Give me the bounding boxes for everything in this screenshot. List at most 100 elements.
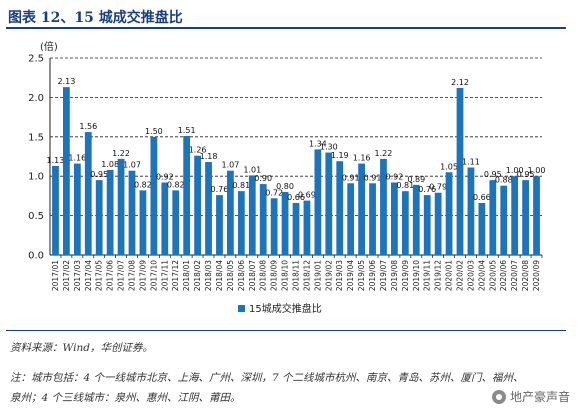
x-tick-label: 2020/05 <box>488 260 497 291</box>
data-label: 1.00 <box>528 166 546 175</box>
x-tick-label: 2017/08 <box>128 260 137 291</box>
x-tick-label: 2018/11 <box>292 260 301 291</box>
bar <box>128 170 136 255</box>
bar <box>336 161 344 255</box>
data-label: 1.16 <box>353 154 371 163</box>
data-label: 1.22 <box>112 149 130 158</box>
source-divider <box>6 330 566 331</box>
legend-swatch <box>238 305 245 312</box>
bar <box>281 191 289 255</box>
data-label: 0.89 <box>407 175 425 184</box>
x-tick-label: 2017/12 <box>171 260 180 291</box>
bar-chart: (倍) 0.0 0.5 1.0 1.5 2.0 2.5 1.13 2017/01 2.13 2017… <box>28 40 546 315</box>
bar <box>423 195 431 255</box>
bar <box>401 191 409 255</box>
x-tick-label: 2020/03 <box>466 260 475 291</box>
bar <box>237 191 245 255</box>
data-label: 1.56 <box>79 122 97 131</box>
bar <box>172 190 180 255</box>
x-tick-label: 2017/09 <box>138 260 147 291</box>
x-tick-label: 2019/02 <box>324 260 333 291</box>
x-tick-label: 2018/01 <box>182 260 191 291</box>
bar <box>292 202 300 255</box>
watermark: 地产豪声音 <box>491 388 570 405</box>
data-label: 1.26 <box>189 146 207 155</box>
data-label: 0.72 <box>265 188 283 197</box>
x-tick-label: 2017/05 <box>95 260 104 291</box>
bar <box>347 183 355 255</box>
bar <box>161 182 169 255</box>
x-tick-label: 2019/09 <box>401 260 410 291</box>
data-label: 1.08 <box>101 160 119 169</box>
source-text: 资料来源：Wind，华创证券。 <box>10 342 153 354</box>
data-label: 0.95 <box>484 170 502 179</box>
bar <box>194 155 201 255</box>
data-label: 1.13 <box>47 156 65 165</box>
title-bar: 图表 12、15 城成交推盘比 <box>6 4 572 28</box>
page-title: 图表 12、15 城成交推盘比 <box>8 10 183 26</box>
data-label: 0.91 <box>364 173 382 182</box>
bar <box>73 163 81 255</box>
data-label: 0.80 <box>276 182 294 191</box>
data-label: 0.66 <box>287 193 305 202</box>
x-tick-label: 2020/09 <box>532 260 541 291</box>
y-tick-label: 2.5 <box>28 54 44 65</box>
x-tick-label: 2017/04 <box>84 260 93 291</box>
bar <box>63 87 70 255</box>
bar <box>511 176 519 255</box>
x-tick-label: 2018/06 <box>237 260 246 291</box>
bar <box>478 202 486 255</box>
data-label: 1.01 <box>243 165 261 174</box>
y-tick-label: 1.5 <box>28 132 44 143</box>
chart-container: (倍) 0.0 0.5 1.0 1.5 2.0 2.5 1.13 2017/01 2.13 2017… <box>0 30 578 330</box>
x-tick-label: 2019/05 <box>357 260 366 291</box>
x-tick-label: 2017/06 <box>106 260 115 291</box>
data-label: 0.76 <box>418 185 436 194</box>
watermark-text: 地产豪声音 <box>509 390 570 404</box>
x-tick-label: 2019/04 <box>346 260 355 291</box>
y-axis-label: (倍) <box>40 40 58 53</box>
data-label: 2.12 <box>451 78 469 87</box>
x-tick-label: 2020/08 <box>521 260 530 291</box>
x-tick-label: 2020/04 <box>477 260 486 291</box>
x-tick-label: 2020/01 <box>445 260 454 291</box>
data-label: 0.79 <box>429 183 447 192</box>
x-tick-label: 2019/11 <box>423 260 432 291</box>
note-line-2: 泉州；4 个三线城市：泉州、惠州、江阴、莆田。 <box>10 392 241 404</box>
bar <box>84 132 92 255</box>
x-tick-label: 2019/06 <box>368 260 377 291</box>
data-label: 0.92 <box>385 173 403 182</box>
x-tick-label: 2017/03 <box>73 260 82 291</box>
bar <box>533 176 540 255</box>
x-tick-label: 2017/01 <box>51 260 60 291</box>
bar <box>500 185 508 255</box>
bar <box>139 190 147 255</box>
bar <box>325 152 333 255</box>
data-label: 1.51 <box>178 126 196 135</box>
bar <box>522 180 529 255</box>
x-tick-label: 2017/11 <box>160 260 169 291</box>
x-tick-label: 2020/06 <box>499 260 508 291</box>
data-label: 0.66 <box>473 193 491 202</box>
bar <box>259 184 267 255</box>
bar <box>205 162 212 255</box>
title-divider <box>6 27 566 29</box>
x-tick-label: 2018/12 <box>302 260 311 291</box>
bar <box>445 172 453 255</box>
x-tick-label: 2018/09 <box>270 260 279 291</box>
bar <box>391 182 398 255</box>
bar <box>467 167 475 255</box>
data-label: 1.50 <box>145 127 163 136</box>
data-label: 1.07 <box>123 161 141 170</box>
bar <box>227 170 234 255</box>
data-label: 0.92 <box>156 173 174 182</box>
x-tick-label: 2020/02 <box>456 260 465 291</box>
data-label: 0.91 <box>342 173 360 182</box>
data-label: 1.07 <box>221 161 239 170</box>
data-label: 1.16 <box>68 154 86 163</box>
x-tick-label: 2018/07 <box>248 260 257 291</box>
y-tick-label: 2.0 <box>28 93 44 104</box>
bar <box>117 158 125 255</box>
data-label: 0.82 <box>134 180 152 189</box>
bar <box>358 163 365 255</box>
